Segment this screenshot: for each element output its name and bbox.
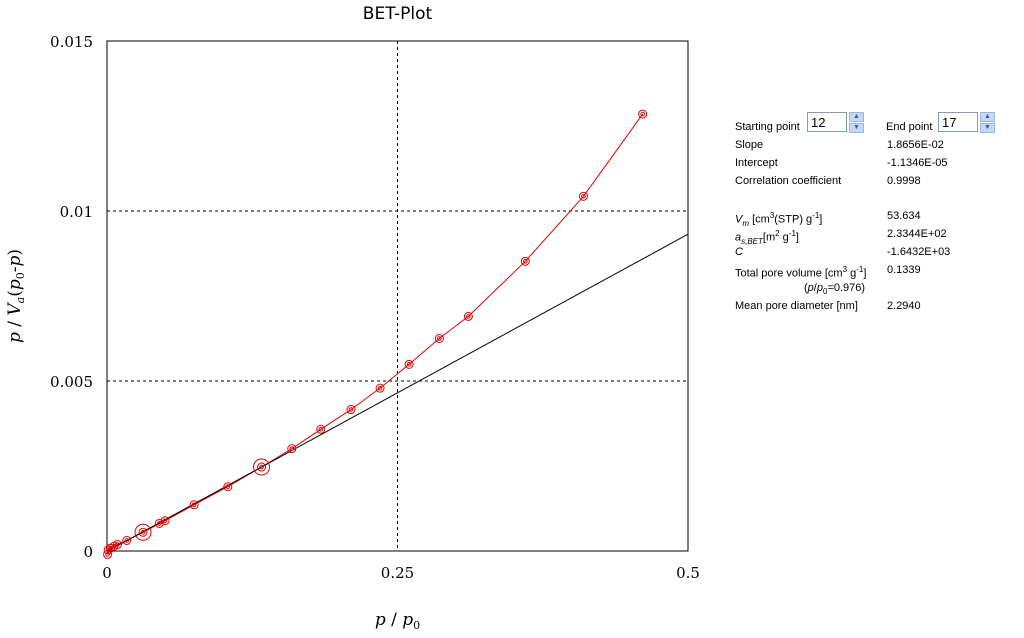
end-point-label: End point (886, 121, 933, 133)
relative-pressure-row: (p/p0=0.976) (804, 280, 1004, 296)
x-axis-label: p / p0 (375, 610, 420, 632)
data-point (346, 405, 356, 415)
starting-point-up-icon[interactable]: ▲ (849, 112, 864, 122)
data-markers (103, 109, 648, 559)
intercept-label: Intercept (735, 157, 778, 169)
data-point (638, 109, 648, 119)
data-point (316, 424, 326, 434)
axis-ticks: 0 0.25 0.5 0 0.005 0.01 0.015 (50, 33, 700, 582)
series-line-0 (107, 113, 644, 555)
data-point (103, 549, 113, 559)
starting-point-spin-buttons[interactable]: ▲ ▼ (849, 112, 865, 134)
plot-frame (106, 40, 689, 552)
data-point (404, 359, 414, 369)
total-pore-volume-row: Total pore volume [cm3 g-1] 0.1339 (735, 262, 1015, 280)
starting-point-label: Starting point (735, 121, 800, 133)
data-point (223, 482, 233, 492)
data-point (160, 516, 170, 526)
starting-point-spinner[interactable]: 12 ▲ ▼ (807, 112, 865, 134)
total-pore-volume-value: 0.1339 (887, 264, 921, 276)
bet-plot: 0 0.25 0.5 0 0.005 0.01 0.015 p / p0 p / Va(p0… (5, 33, 700, 632)
relative-pressure-label: (p/p0=0.976) (804, 282, 866, 297)
mean-pore-diameter-label: Mean pore diameter [nm] (735, 300, 858, 312)
starting-point-down-icon[interactable]: ▼ (849, 123, 864, 133)
data-point (257, 462, 267, 472)
data-point (138, 527, 148, 537)
x-tick-label: 0 (102, 564, 112, 582)
mean-pore-diameter-row: Mean pore diameter [nm] 2.2940 (735, 298, 1015, 314)
mean-pore-diameter-value: 2.2940 (887, 300, 921, 312)
y-tick-label: 0 (83, 543, 93, 561)
data-point (520, 256, 530, 266)
x-tick-label: 0.25 (381, 564, 414, 582)
y-tick-label: 0.005 (50, 373, 93, 391)
chart-title: BET-Plot (362, 4, 433, 24)
correlation-row: Correlation coefficient 0.9998 (735, 173, 1015, 189)
series-line-1 (107, 233, 688, 552)
selected-point-marker (253, 458, 271, 476)
data-point (189, 500, 199, 510)
correlation-value: 0.9998 (887, 175, 921, 187)
end-point-spin-buttons[interactable]: ▲ ▼ (980, 112, 996, 134)
slope-row: Slope 1.8656E-02 (735, 137, 1015, 153)
selected-point-marker (134, 523, 152, 541)
end-point-input[interactable]: 17 (938, 112, 978, 132)
vm-value: 53.634 (887, 210, 921, 222)
end-point-spinner[interactable]: 17 ▲ ▼ (938, 112, 996, 134)
as-bet-row: as,BET[m2 g-1] 2.3344E+02 (735, 226, 1015, 246)
x-tick-label: 0.5 (676, 564, 700, 582)
end-point-up-icon[interactable]: ▲ (980, 112, 995, 122)
data-point (578, 191, 588, 201)
end-point-down-icon[interactable]: ▼ (980, 123, 995, 133)
data-point (122, 535, 132, 545)
y-tick-label: 0.015 (50, 33, 93, 51)
data-point (287, 444, 297, 454)
slope-value: 1.8656E-02 (887, 139, 944, 151)
y-tick-label: 0.01 (60, 203, 93, 221)
vm-label: Vm [cm3(STP) g-1] (735, 211, 823, 228)
c-value: -1.6432E+03 (887, 246, 951, 258)
as-bet-label: as,BET[m2 g-1] (735, 229, 799, 246)
data-point (154, 518, 164, 528)
data-point (434, 334, 444, 343)
slope-label: Slope (735, 139, 764, 151)
c-row: C -1.6432E+03 (735, 244, 1015, 260)
bet-results-panel: Starting point 12 ▲ ▼ End point 17 ▲ ▼ S… (735, 110, 1024, 320)
data-point (375, 383, 385, 393)
correlation-label: Correlation coefficient (735, 175, 842, 187)
vm-row: Vm [cm3(STP) g-1] 53.634 (735, 208, 1015, 228)
intercept-row: Intercept -1.1346E-05 (735, 155, 1015, 171)
as-bet-value: 2.3344E+02 (887, 228, 947, 240)
c-label: C (735, 246, 743, 258)
y-axis-label: p / Va(p0-p) (5, 249, 27, 343)
data-point (112, 540, 122, 550)
grid-lines (107, 41, 688, 551)
data-point (463, 311, 473, 321)
intercept-value: -1.1346E-05 (887, 157, 948, 169)
total-pore-volume-label: Total pore volume [cm3 g-1] (735, 265, 867, 280)
starting-point-input[interactable]: 12 (807, 112, 847, 132)
